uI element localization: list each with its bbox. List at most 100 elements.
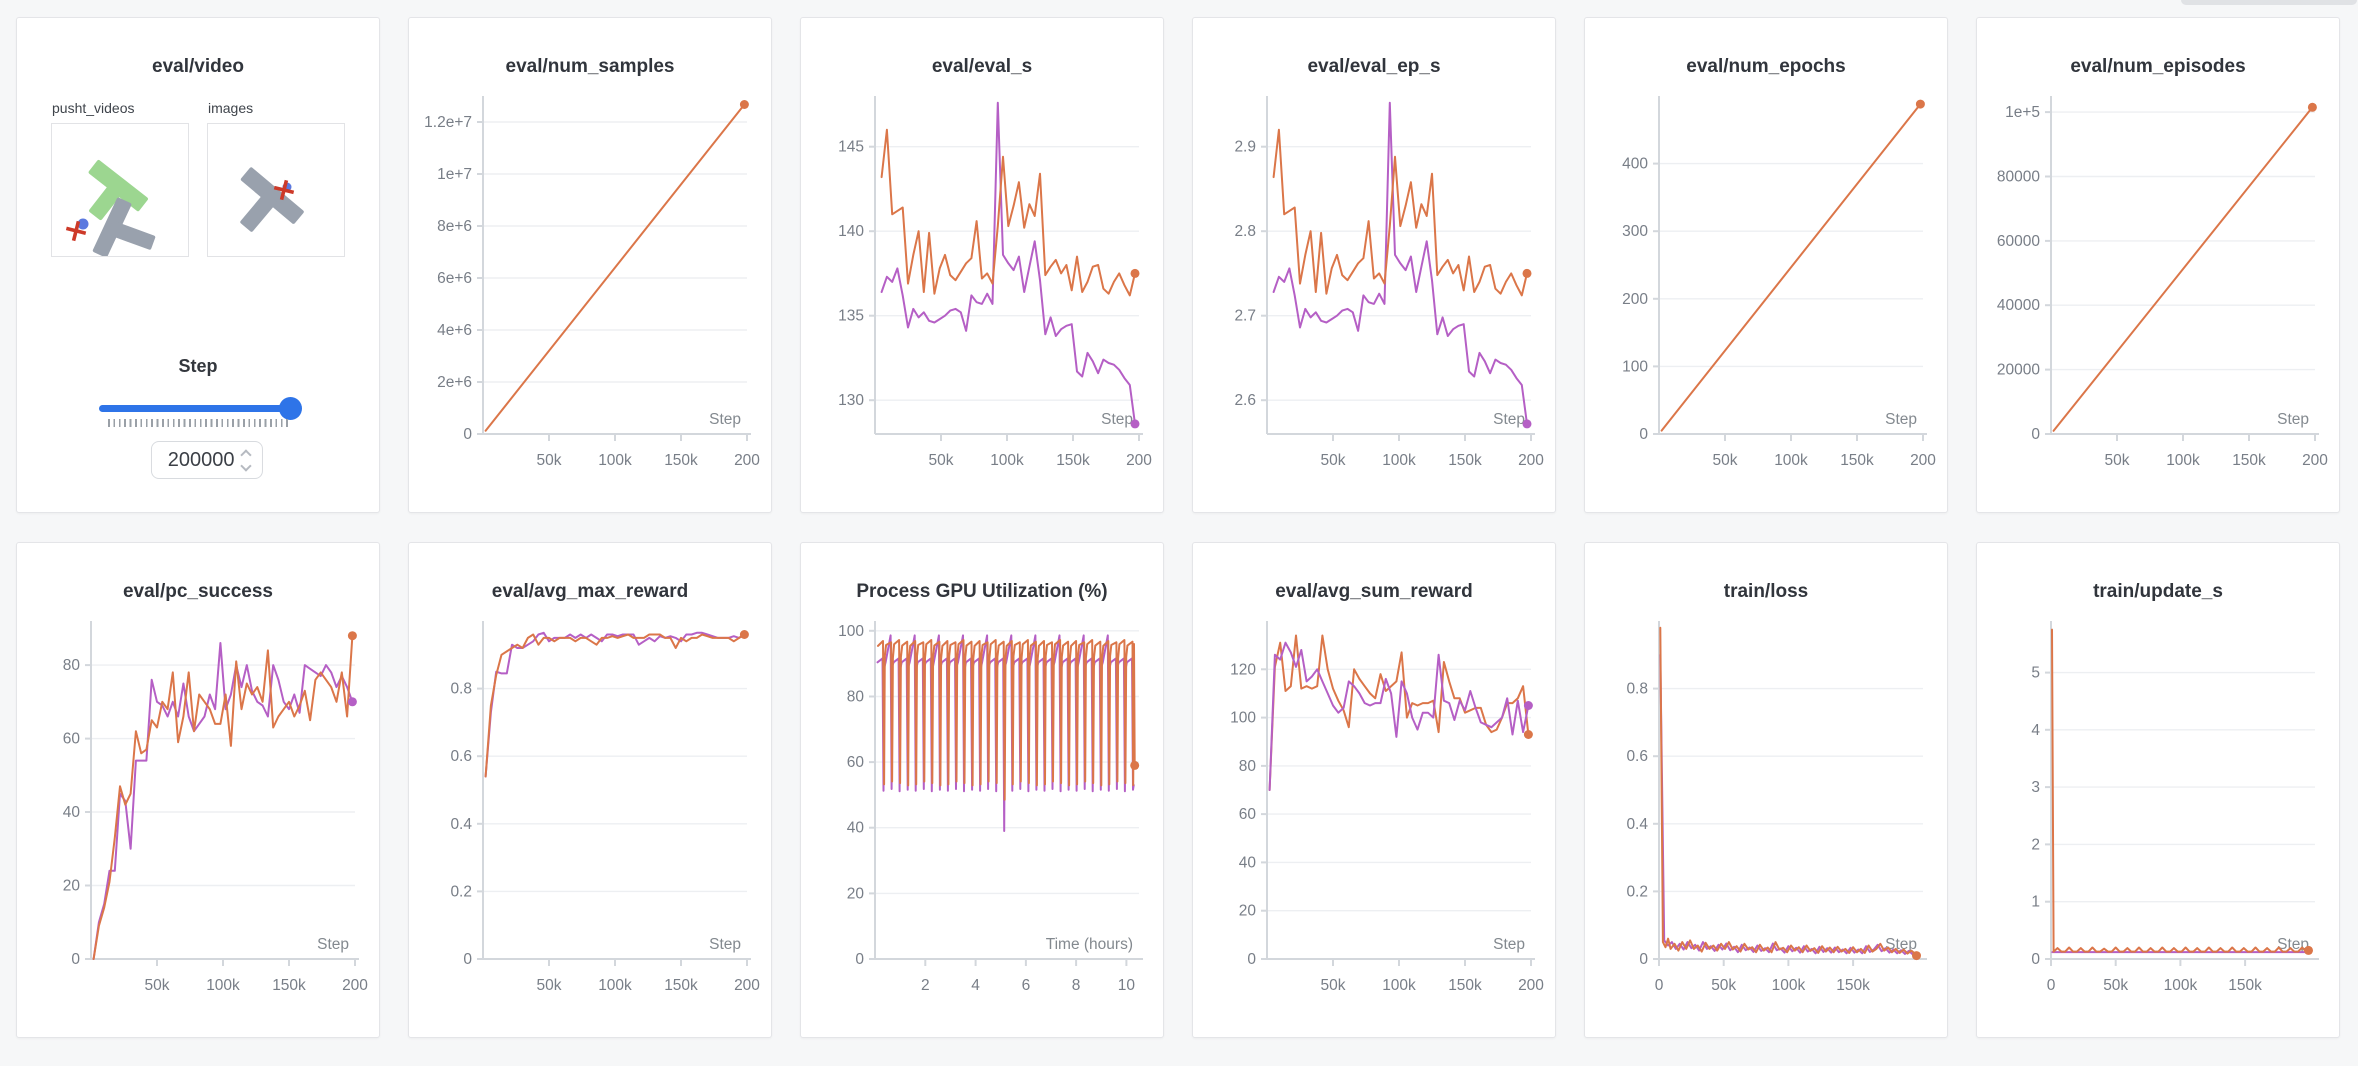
y-tick-label: 0	[463, 951, 472, 968]
panel-eval-video: eval/video pusht_videos	[16, 17, 380, 513]
chart-title: Process GPU Utilization (%)	[856, 581, 1108, 602]
panel-eval-pc-success: eval/pc_success 0 20 40 60 80 50k 100k 150k 200 S…	[16, 542, 380, 1038]
x-tick-label: 150k	[664, 452, 698, 469]
step-spinner	[239, 448, 252, 472]
y-tick-label: 1e+5	[2005, 104, 2040, 121]
x-tick-label: 200	[1518, 977, 1544, 994]
y-tick-label: 20	[63, 878, 81, 895]
x-tick-label: 100k	[1382, 977, 1416, 994]
x-tick-label: 150k	[664, 977, 698, 994]
chart-canvas[interactable]: 130 135 140 145 50k 100k 150k 200 Step	[801, 82, 1165, 502]
chart-title: train/loss	[1723, 581, 1809, 602]
step-slider-handle[interactable]	[278, 397, 302, 420]
series-line-orange	[92, 634, 354, 960]
y-tick-label: 145	[838, 139, 864, 156]
y-tick-label: 0	[1247, 951, 1256, 968]
chart-canvas[interactable]: 2.6 2.7 2.8 2.9 50k 100k 150k 200 Step	[1193, 82, 1557, 502]
spinner-up-icon[interactable]	[239, 448, 252, 461]
panel-eval-avg-sum-reward: eval/avg_sum_reward 0 20 40 60 80 100 120 50k 10…	[1192, 542, 1556, 1038]
y-tick-label: 40	[847, 820, 865, 837]
y-tick-label: 1	[2031, 894, 2040, 911]
y-tick-label: 2.7	[1234, 308, 1256, 325]
media-row: pusht_videos	[17, 78, 379, 258]
chart-canvas[interactable]: 0 20 40 60 80 50k 100k 150k 200 Step	[17, 607, 381, 1027]
chart-canvas[interactable]: 0 20000 40000 60000 80000 1e+5 50k 100k 150k 200 S…	[1977, 82, 2341, 502]
y-tick-label: 80000	[1997, 169, 2040, 186]
y-tick-label: 0.4	[450, 816, 472, 833]
series-end-dot-orange	[1130, 268, 1140, 278]
x-tick-label: 50k	[1321, 977, 1346, 994]
step-slider[interactable]	[99, 397, 302, 420]
media-item-images: images	[207, 100, 345, 257]
y-tick-label: 0	[2031, 426, 2040, 443]
chart-canvas[interactable]: 0 20 40 60 80 100 2 4 6 8 10 Time (hours)	[801, 607, 1165, 1027]
agent-dot	[77, 218, 89, 230]
series-line-orange	[1272, 128, 1528, 297]
y-tick-label: 3	[2031, 779, 2040, 796]
series-end-dot-orange	[739, 630, 749, 639]
y-tick-label: 0	[71, 951, 80, 968]
y-tick-label: 60000	[1997, 233, 2040, 250]
chart-canvas[interactable]: 0 0.2 0.4 0.6 0.8 50k 100k 150k 200 Step	[409, 607, 773, 1027]
chart-title: eval/pc_success	[122, 581, 273, 602]
x-tick-label: 50k	[1321, 452, 1346, 469]
panel-eval-eval-ep-s: eval/eval_ep_s 2.6 2.7 2.8 2.9 50k 100k 150k 20…	[1192, 17, 1556, 513]
x-tick-label: 100k	[598, 452, 632, 469]
panel-eval-eval-s: eval/eval_s 130 135 140 145 50k 100k 150k 200 St…	[800, 17, 1164, 513]
chart-title: eval/num_episodes	[2070, 56, 2246, 77]
series-end-dot-orange	[1915, 99, 1925, 109]
chart-canvas[interactable]: 0 20 40 60 80 100 120 50k 100k 150k 200 Step	[1193, 607, 1557, 1027]
panel-eval-num-samples: eval/num_samples 0 2e+6 4e+6 6e+6 8e+6 1e+7 1.…	[408, 17, 772, 513]
x-tick-label: 100k	[598, 977, 632, 994]
x-tick-label: 4	[971, 977, 980, 994]
x-axis-title: Step	[1885, 411, 1917, 428]
y-tick-label: 6e+6	[437, 270, 472, 287]
x-tick-label: 150k	[1056, 452, 1090, 469]
y-tick-label: 60	[847, 754, 865, 771]
y-tick-label: 20000	[1997, 362, 2040, 379]
series-line-purple	[92, 642, 354, 960]
x-tick-label: 150k	[1448, 977, 1482, 994]
image-thumbnail[interactable]	[207, 123, 345, 257]
y-tick-label: 400	[1622, 156, 1648, 173]
x-tick-label: 100k	[2166, 452, 2200, 469]
x-tick-label: 150k	[272, 977, 306, 994]
x-axis-title: Step	[317, 936, 349, 953]
panel-eval-num-epochs: eval/num_epochs 0 100 200 300 400 50k 100k 150k…	[1584, 17, 1948, 513]
spinner-down-icon[interactable]	[239, 459, 252, 472]
chart-title: eval/eval_ep_s	[1307, 56, 1441, 77]
x-tick-label: 150k	[1840, 452, 1874, 469]
y-tick-label: 2.9	[1234, 139, 1256, 156]
x-tick-label: 50k	[929, 452, 954, 469]
series-line-orange	[1660, 103, 1922, 432]
chart-canvas[interactable]: 0 2e+6 4e+6 6e+6 8e+6 1e+7 1.2e+7 50k 100k 150k 20…	[409, 82, 773, 502]
x-tick-label: 200	[1910, 452, 1936, 469]
series-end-dot-orange	[347, 631, 357, 641]
x-tick-label: 100k	[1772, 977, 1806, 994]
x-tick-label: 50k	[2105, 452, 2130, 469]
y-tick-label: 0	[2031, 951, 2040, 968]
x-tick-label: 2	[921, 977, 930, 994]
y-tick-label: 0.2	[1626, 883, 1648, 900]
x-tick-label: 100k	[2164, 977, 2198, 994]
panel-eval-avg-max-reward: eval/avg_max_reward 0 0.2 0.4 0.6 0.8 50k 100k…	[408, 542, 772, 1038]
chart-title: eval/num_samples	[505, 56, 675, 77]
y-tick-label: 40	[1239, 854, 1257, 871]
y-tick-label: 2.8	[1234, 223, 1256, 240]
step-input[interactable]	[164, 447, 237, 473]
step-slider-ticks	[108, 419, 291, 427]
series-line-orange	[484, 633, 746, 778]
x-tick-label: 50k	[537, 452, 562, 469]
chart-canvas[interactable]: 0 100 200 300 400 50k 100k 150k 200 Step	[1585, 82, 1949, 502]
series-line-orange	[880, 128, 1136, 297]
x-axis-title: Step	[1493, 936, 1525, 953]
x-tick-label: 50k	[1711, 977, 1736, 994]
series-line-orange	[484, 103, 746, 432]
x-tick-label: 100k	[1382, 452, 1416, 469]
y-tick-label: 200	[1622, 291, 1648, 308]
video-thumbnail-pusht[interactable]	[51, 123, 189, 258]
x-tick-label: 150k	[2228, 977, 2262, 994]
